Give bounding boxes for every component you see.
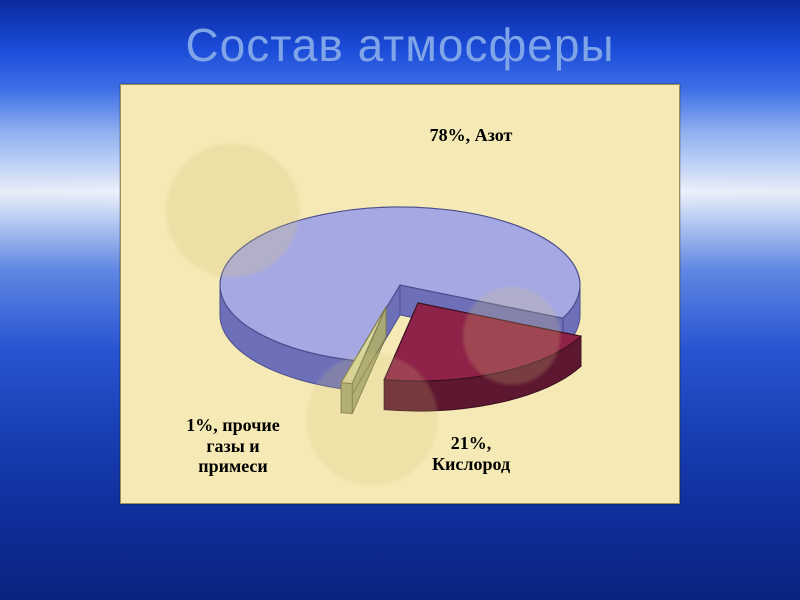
pie-side-other bbox=[341, 383, 352, 414]
pie-chart-card: 78%, Азот 21%, Кислород 1%, прочие газы … bbox=[120, 84, 680, 504]
slice-label-nitrogen: 78%, Азот bbox=[391, 125, 551, 146]
slice-label-other: 1%, прочие газы и примеси bbox=[153, 415, 313, 477]
slide: Состав атмосферы 78%, Азот 21%, Кислород… bbox=[0, 0, 800, 600]
slice-label-oxygen: 21%, Кислород bbox=[391, 433, 551, 474]
slide-title: Состав атмосферы bbox=[0, 18, 800, 72]
